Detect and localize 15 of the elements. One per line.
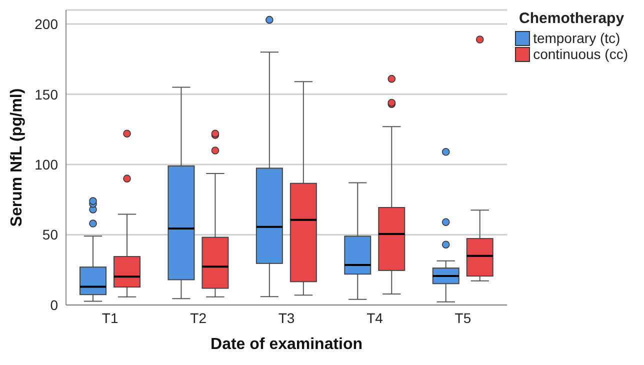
y-tick-label: 50 xyxy=(42,226,58,243)
x-tick-label: T2 xyxy=(190,310,207,326)
x-tick-label: T5 xyxy=(454,310,472,326)
y-tick-label: 150 xyxy=(34,86,58,102)
legend-label: temporary (tc) xyxy=(533,30,620,46)
legend-title: Chemotherapy xyxy=(518,10,626,27)
y-tick-label: 100 xyxy=(34,156,58,172)
y-tick-label: 0 xyxy=(50,296,58,313)
legend-label: continuous (cc) xyxy=(533,46,628,62)
x-tick-label: T1 xyxy=(102,310,118,326)
x-tick-label: T3 xyxy=(278,310,295,326)
y-axis-title: Serum NfL (pg/ml) xyxy=(8,88,26,227)
x-axis-title: Date of examination xyxy=(210,336,363,353)
y-tick-label: 200 xyxy=(34,16,58,32)
x-tick-label: T4 xyxy=(366,310,384,326)
